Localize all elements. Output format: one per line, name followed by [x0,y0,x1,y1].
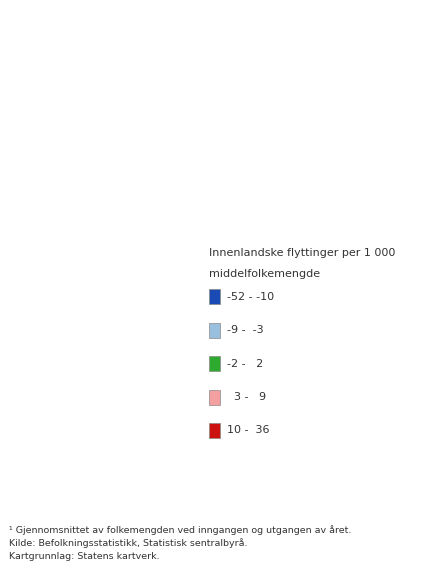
Text: -52 - -10: -52 - -10 [227,292,274,301]
Text: 3 -   9: 3 - 9 [227,392,266,402]
Text: Kilde: Befolkningsstatistikk, Statistisk sentralbyrå.: Kilde: Befolkningsstatistikk, Statistisk… [8,538,247,548]
Text: Kartgrunnlag: Statens kartverk.: Kartgrunnlag: Statens kartverk. [8,552,159,561]
FancyBboxPatch shape [209,322,220,338]
FancyBboxPatch shape [209,356,220,371]
FancyBboxPatch shape [209,423,220,438]
Text: -2 -   2: -2 - 2 [227,359,263,368]
Text: middelfolkemengde: middelfolkemengde [209,268,320,279]
FancyBboxPatch shape [209,389,220,404]
Text: Innenlandske flyttinger per 1 000: Innenlandske flyttinger per 1 000 [209,248,395,258]
Text: -9 -  -3: -9 - -3 [227,325,264,335]
FancyBboxPatch shape [209,289,220,304]
Text: ¹ Gjennomsnittet av folkemengden ved inngangen og utgangen av året.: ¹ Gjennomsnittet av folkemengden ved inn… [8,526,351,535]
Text: 10 -  36: 10 - 36 [227,425,270,435]
